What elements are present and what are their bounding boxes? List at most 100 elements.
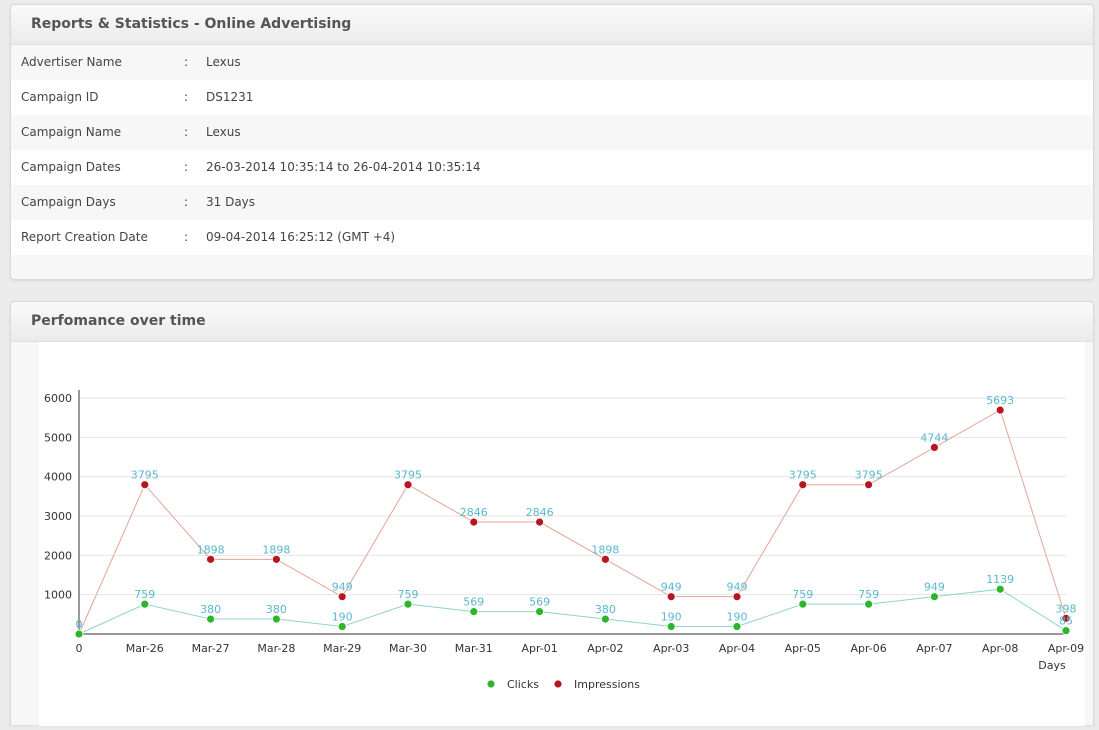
x-tick-label: Apr-04 [719,642,755,655]
data-point [995,405,1005,415]
data-label: 380 [200,603,221,616]
info-label: Campaign ID [21,90,99,104]
y-tick-label: 3000 [44,510,72,523]
data-point [140,599,150,609]
x-tick-label: Apr-03 [653,642,689,655]
info-row: Advertiser Name: Lexus [11,45,1093,80]
data-point [469,517,479,527]
info-separator: : [184,160,189,174]
data-point [535,607,545,617]
x-tick-label: Mar-28 [257,642,295,655]
legend-marker [553,679,563,689]
info-row: Report Creation Date: 09-04-2014 16:25:12… [11,220,1093,255]
info-value: DS1231 [206,90,254,104]
data-point [732,622,742,631]
data-label: 949 [332,581,353,594]
performance-panel: Perfomance over time 1000 2000 3000 4000 500… [10,301,1094,726]
data-label: 4744 [920,431,948,444]
info-separator: : [184,90,189,104]
data-point [403,480,413,490]
x-axis-label: Days [1038,659,1066,672]
data-point [798,599,808,609]
data-label: 3795 [789,469,817,482]
info-value: Lexus [206,55,241,69]
data-point [995,584,1005,594]
data-point [601,554,610,564]
info-label: Campaign Days [21,195,116,209]
data-label: 1139 [986,573,1014,586]
x-tick-label: Mar-30 [389,642,427,655]
data-point [930,443,939,452]
x-tick-label: Mar-26 [126,642,164,655]
info-label: Campaign Dates [21,160,121,174]
data-label: 3795 [394,469,422,482]
x-tick-label: Mar-29 [323,642,361,655]
y-tick-label: 1000 [44,589,72,602]
data-label: 3795 [855,469,883,482]
data-label: 2846 [526,506,554,519]
y-tick-label: 5000 [44,431,72,444]
performance-title: Perfomance over time [11,302,1093,342]
info-separator: : [184,55,189,69]
x-tick-label: Apr-02 [587,642,623,655]
y-tick-label: 4000 [44,471,72,484]
data-label: 0 [76,618,83,631]
info-value: 09-04-2014 16:25:12 (GMT +4) [206,230,396,244]
data-label: 759 [398,588,419,601]
data-label: 569 [463,596,484,609]
x-tick-label: Apr-06 [850,642,886,655]
series-line-clicks [78,588,1067,635]
data-label: 380 [266,603,287,616]
x-tick-label: Apr-09 [1048,642,1084,655]
x-tick-label: Apr-01 [521,642,557,655]
info-value: 31 Days [206,195,256,209]
x-tick-label: Apr-07 [916,642,952,655]
legend-label: Impressions [574,678,640,691]
info-separator: : [184,125,189,139]
info-row: Campaign Dates: 26-03-2014 10:35:14 to 26… [11,150,1093,185]
data-point [206,614,216,624]
info-row: Campaign Days: 31 Days [11,185,1093,220]
data-label: 3795 [131,469,159,482]
y-tick-label: 2000 [44,549,72,562]
info-value: 26-03-2014 10:35:14 to 26-04-2014 10:35:… [206,160,481,174]
x-tick-label: Apr-08 [982,642,1018,655]
data-point [74,629,84,639]
y-axis-label: IMPRESSIONS&CLICKS [39,363,40,631]
data-point [864,599,873,609]
data-point [666,592,676,602]
data-label: 1898 [262,543,290,556]
data-point [206,554,216,564]
data-label: 949 [727,581,748,594]
data-point [271,554,281,564]
data-point [732,592,742,602]
data-point [798,480,808,490]
data-point [535,517,545,527]
data-point [864,480,873,490]
x-tick-label: Mar-27 [192,642,230,655]
report-info-table: Advertiser Name: Lexus Campaign ID: DS1231 C… [11,45,1093,255]
data-point [271,614,281,624]
performance-chart: 1000 2000 3000 4000 5000 6000 0 Mar-26 Mar-27 Mar… [30,363,1084,691]
info-label: Campaign Name [21,125,122,139]
legend-marker [486,679,496,689]
data-label: 190 [661,611,682,624]
data-label: 759 [792,588,813,601]
info-row: Campaign ID: DS1231 [11,80,1093,115]
data-point [140,480,150,490]
series-line-impressions [78,409,1067,635]
y-tick-label: 6000 [44,392,72,405]
info-row: Campaign Name: Lexus [11,115,1093,150]
data-point [666,622,676,631]
report-title: Reports & Statistics - Online Advertisin… [11,5,1093,45]
info-label: Advertiser Name [21,55,122,69]
x-tick-label: Mar-31 [455,642,493,655]
info-separator: : [184,230,189,244]
x-tick-label: 0 [76,642,83,655]
data-label: 759 [134,588,155,601]
data-label: 1898 [591,543,619,556]
data-point [601,614,610,624]
data-label: 949 [924,581,945,594]
data-point [1061,613,1071,623]
data-label: 569 [529,596,550,609]
